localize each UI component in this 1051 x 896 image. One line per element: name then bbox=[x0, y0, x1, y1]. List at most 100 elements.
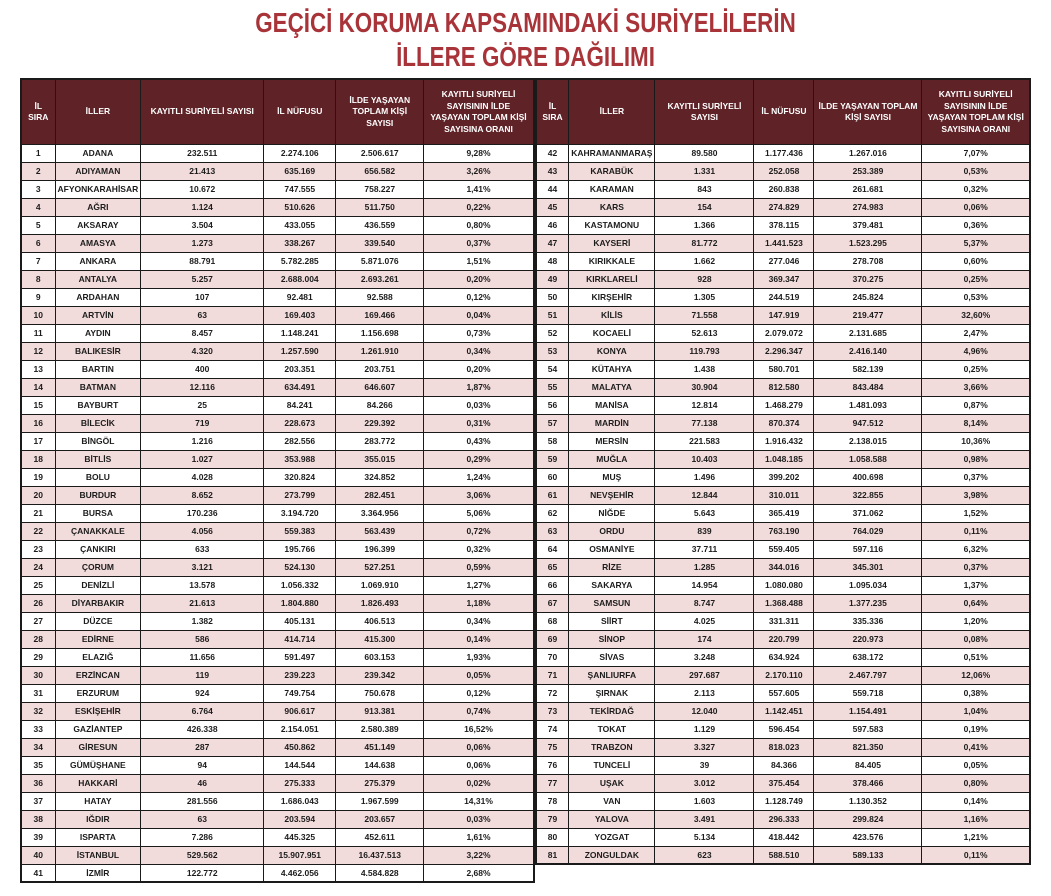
table-cell: 1.496 bbox=[654, 467, 755, 487]
table-cell: 638.172 bbox=[813, 647, 923, 667]
table-row: 73 TEKİRDAĞ 12.040 1.142.451 1.154.491 1,04% bbox=[535, 701, 1031, 721]
table-cell: 274.983 bbox=[813, 197, 923, 217]
table-cell: 414.714 bbox=[263, 629, 337, 649]
table-cell: 66 bbox=[535, 575, 570, 595]
table-cell: 452.611 bbox=[335, 827, 425, 847]
table-row: 7 ANKARA 88.791 5.782.285 5.871.076 1,51% bbox=[20, 251, 535, 271]
table-cell: SİİRT bbox=[568, 611, 656, 631]
table-cell: ESKİŞEHİR bbox=[54, 701, 142, 721]
table-row: 18 BİTLİS 1.027 353.988 355.015 0,29% bbox=[20, 449, 535, 469]
table-cell: 0,80% bbox=[423, 215, 535, 235]
table-cell: 8,14% bbox=[921, 413, 1031, 433]
col-header-iller: İLLER bbox=[568, 78, 656, 145]
table-cell: 379.481 bbox=[813, 215, 923, 235]
table-cell: 0,08% bbox=[921, 629, 1031, 649]
table-cell: 51 bbox=[535, 305, 570, 325]
table-row: 74 TOKAT 1.129 596.454 597.583 0,19% bbox=[535, 719, 1031, 739]
table-cell: KOCAELİ bbox=[568, 323, 656, 343]
table-row: 27 DÜZCE 1.382 405.131 406.513 0,34% bbox=[20, 611, 535, 631]
table-cell: 1.481.093 bbox=[813, 395, 923, 415]
table-cell: 0,04% bbox=[423, 305, 535, 325]
table-cell: 1,24% bbox=[423, 467, 535, 487]
table-cell: 9 bbox=[20, 287, 56, 307]
table-cell: 41 bbox=[20, 863, 56, 883]
table-row: 32 ESKİŞEHİR 6.764 906.617 913.381 0,74% bbox=[20, 701, 535, 721]
table-cell: 71.558 bbox=[654, 305, 755, 325]
table-cell: ERZURUM bbox=[54, 683, 142, 703]
table-cell: 220.799 bbox=[753, 629, 815, 649]
table-cell: 1.128.749 bbox=[753, 791, 815, 811]
table-cell: 25 bbox=[140, 395, 265, 415]
table-cell: 0,37% bbox=[921, 467, 1031, 487]
table-cell: ÇANAKKALE bbox=[54, 521, 142, 541]
table-cell: 750.678 bbox=[335, 683, 425, 703]
table-cell: 433.055 bbox=[263, 215, 337, 235]
table-cell: 1.377.235 bbox=[813, 593, 923, 613]
table-cell: 9,28% bbox=[423, 143, 535, 163]
table-cell: 2.506.617 bbox=[335, 143, 425, 163]
table-cell: 20 bbox=[20, 485, 56, 505]
table-cell: BARTIN bbox=[54, 359, 142, 379]
table-cell: 0,11% bbox=[921, 521, 1031, 541]
table-cell: 0,41% bbox=[921, 737, 1031, 757]
table-cell: 28 bbox=[20, 629, 56, 649]
table-row: 58 MERSİN 221.583 1.916.432 2.138.015 10,36% bbox=[535, 431, 1031, 451]
table-cell: 39 bbox=[654, 755, 755, 775]
table-cell: 0,80% bbox=[921, 773, 1031, 793]
table-cell: 27 bbox=[20, 611, 56, 631]
table-cell: 1.285 bbox=[654, 557, 755, 577]
table-row: 2 ADIYAMAN 21.413 635.169 656.582 3,26% bbox=[20, 161, 535, 181]
table-cell: 369.347 bbox=[753, 269, 815, 289]
table-cell: 16,52% bbox=[423, 719, 535, 739]
table-cell: KONYA bbox=[568, 341, 656, 361]
table-cell: 11 bbox=[20, 323, 56, 343]
table-cell: 527.251 bbox=[335, 557, 425, 577]
table-cell: 4.462.056 bbox=[263, 863, 337, 883]
table-cell: 559.383 bbox=[263, 521, 337, 541]
table-cell: 928 bbox=[654, 269, 755, 289]
table-row: 47 KAYSERİ 81.772 1.441.523 1.523.295 5,37% bbox=[535, 233, 1031, 253]
table-cell: 0,53% bbox=[921, 161, 1031, 181]
table-cell: 43 bbox=[535, 161, 570, 181]
table-row: 26 DİYARBAKIR 21.613 1.804.880 1.826.493 1,18… bbox=[20, 593, 535, 613]
table-cell: 634.491 bbox=[263, 377, 337, 397]
table-cell: 65 bbox=[535, 557, 570, 577]
table-cell: 21.413 bbox=[140, 161, 265, 181]
table-row: 64 OSMANİYE 37.711 559.405 597.116 6,32% bbox=[535, 539, 1031, 559]
table-cell: 21 bbox=[20, 503, 56, 523]
table-cell: 232.511 bbox=[140, 143, 265, 163]
table-cell: 818.023 bbox=[753, 737, 815, 757]
table-cell: ŞANLIURFA bbox=[568, 665, 656, 685]
table-row: 62 NİĞDE 5.643 365.419 371.062 1,52% bbox=[535, 503, 1031, 523]
table-row: 38 IĞDIR 63 203.594 203.657 0,03% bbox=[20, 809, 535, 829]
col-header-il-nufusu: İL NÜFUSU bbox=[753, 78, 815, 145]
table-cell: MANİSA bbox=[568, 395, 656, 415]
table-cell: 12.040 bbox=[654, 701, 755, 721]
table-cell: 635.169 bbox=[263, 161, 337, 181]
table-cell: 122.772 bbox=[140, 863, 265, 883]
table-cell: 423.576 bbox=[813, 827, 923, 847]
table-cell: 843.484 bbox=[813, 377, 923, 397]
table-cell: 633 bbox=[140, 539, 265, 559]
table-cell: AYDIN bbox=[54, 323, 142, 343]
table-cell: 107 bbox=[140, 287, 265, 307]
table-cell: 228.673 bbox=[263, 413, 337, 433]
table-cell: 59 bbox=[535, 449, 570, 469]
table-cell: EDİRNE bbox=[54, 629, 142, 649]
table-cell: 1.216 bbox=[140, 431, 265, 451]
table-cell: 84.366 bbox=[753, 755, 815, 775]
table-row: 9 ARDAHAN 107 92.481 92.588 0,12% bbox=[20, 287, 535, 307]
table-cell: 603.153 bbox=[335, 647, 425, 667]
table-cell: 63 bbox=[535, 521, 570, 541]
table-cell: 0,25% bbox=[921, 359, 1031, 379]
col-header-ilde-yasayan-toplam: İLDE YAŞAYAN TOPLAM KİŞİ SAYISI bbox=[813, 78, 923, 145]
table-cell: 1,52% bbox=[921, 503, 1031, 523]
table-cell: 0,31% bbox=[423, 413, 535, 433]
table-cell: MALATYA bbox=[568, 377, 656, 397]
table-cell: 5,06% bbox=[423, 503, 535, 523]
table-cell: 62 bbox=[535, 503, 570, 523]
table-cell: BİNGÖL bbox=[54, 431, 142, 451]
table-cell: 73 bbox=[535, 701, 570, 721]
table-cell: 47 bbox=[535, 233, 570, 253]
table-cell: 4 bbox=[20, 197, 56, 217]
